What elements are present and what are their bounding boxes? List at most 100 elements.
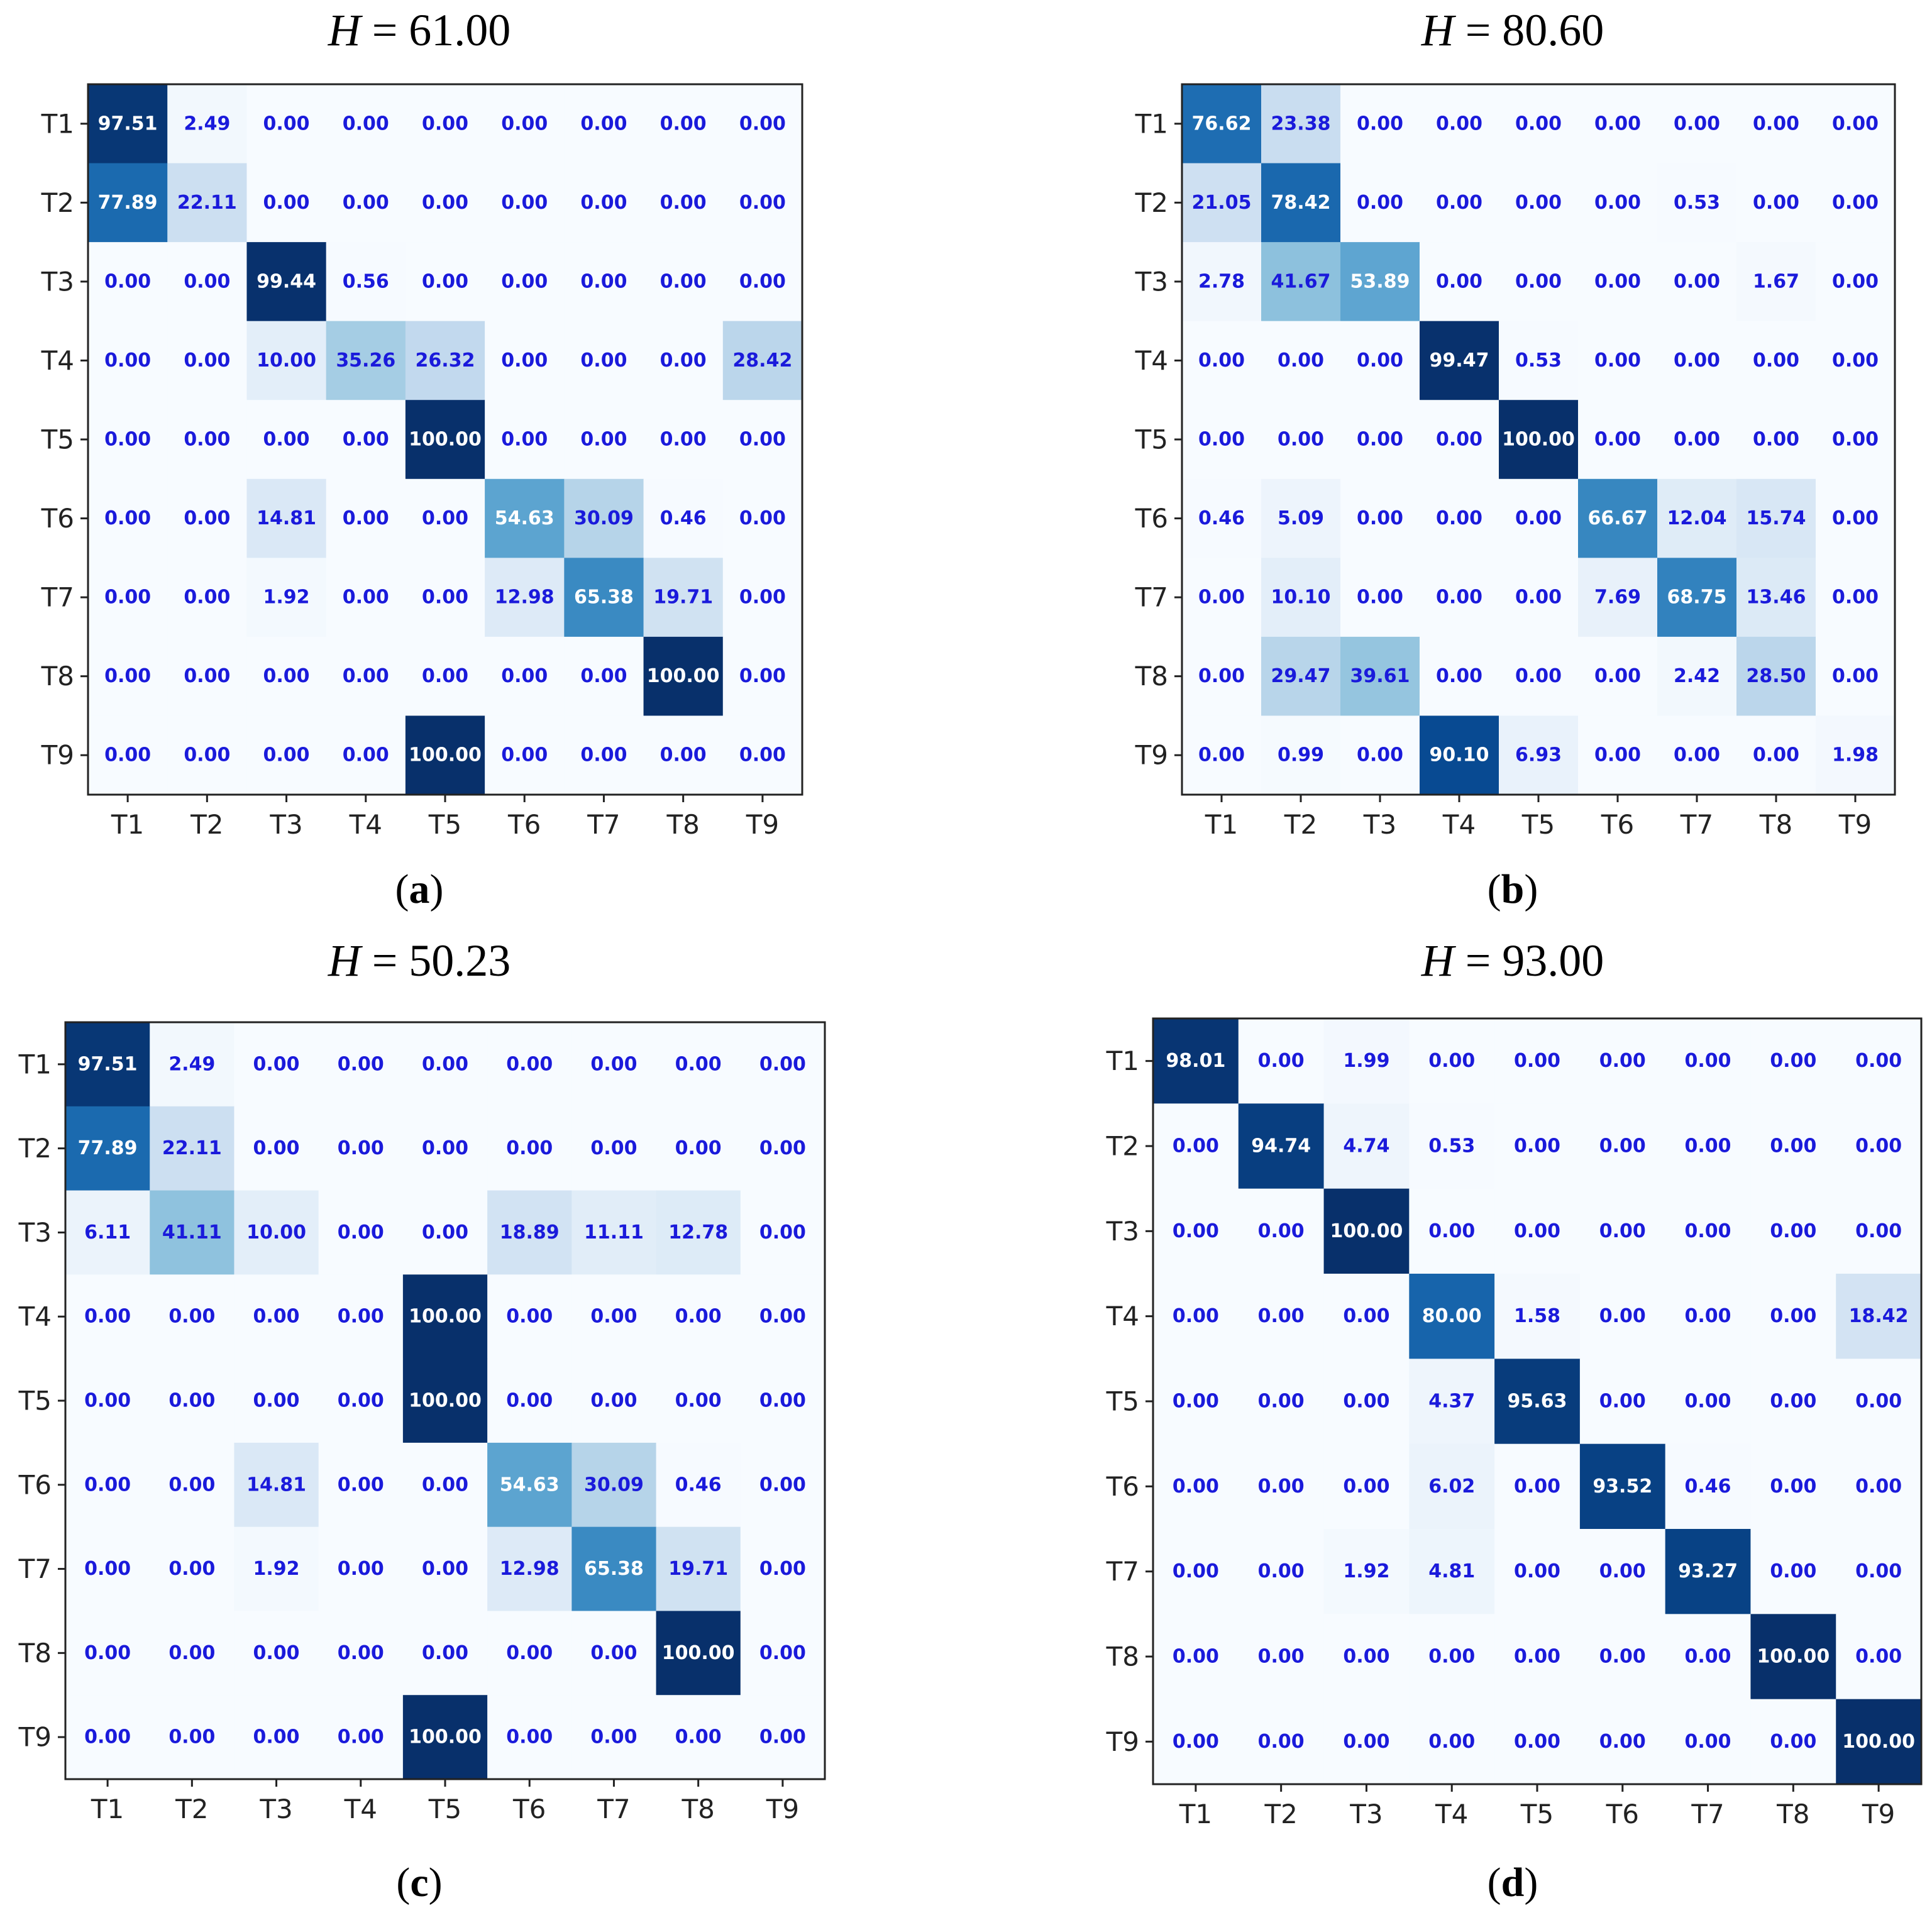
panel-b-title: H = 80.60 <box>1421 5 1604 55</box>
panel-d-cell-label: 100.00 <box>1330 1220 1403 1242</box>
panel-d-cell-label: 0.00 <box>1599 1560 1646 1582</box>
panel-a-cell <box>722 478 803 558</box>
panel-b-cell-label: 0.00 <box>1357 587 1403 609</box>
panel-c-cell <box>318 1526 404 1611</box>
panel-b-cell-label: 0.00 <box>1357 113 1403 135</box>
panel-b-cell-label: 0.00 <box>1357 429 1403 451</box>
panel-c-x-tick-label: T6 <box>512 1794 546 1824</box>
panel-c-cell <box>571 1359 657 1443</box>
panel-c-cell <box>402 1695 488 1780</box>
panel-b-cell-label: 0.00 <box>1198 429 1245 451</box>
panel-b-x-tick-label: T5 <box>1521 809 1555 840</box>
panel-c-cell <box>571 1526 657 1611</box>
panel-a-cell <box>167 400 247 480</box>
panel-a-cell <box>485 242 565 322</box>
panel-c-cell-label: 0.00 <box>338 1053 384 1075</box>
panel-d-cell <box>1750 1529 1836 1614</box>
panel-d-cell <box>1494 1699 1581 1785</box>
panel-a-cell <box>405 321 485 400</box>
panel-b-cell <box>1499 321 1579 400</box>
panel-d-cell <box>1494 1188 1581 1274</box>
panel-d-cell <box>1750 1188 1836 1274</box>
panel-a-cell-label: 0.00 <box>104 350 151 372</box>
panel-c-cell <box>487 1022 572 1107</box>
panel-a-cell-label: 0.00 <box>501 350 548 372</box>
panel-b-cell-label: 0.53 <box>1515 350 1562 372</box>
panel-d-x-tick-label: T5 <box>1520 1799 1554 1829</box>
panel-a-cell <box>326 636 406 716</box>
panel-d-y-tick-label: T5 <box>1106 1386 1139 1417</box>
panel-a-y-tick-label: T5 <box>41 424 74 455</box>
panel-d-cell <box>1323 1188 1410 1274</box>
panel-b-cell <box>1182 400 1262 480</box>
panel-a-cell-label: 26.32 <box>416 350 475 372</box>
panel-c-title-value: = 50.23 <box>372 935 511 986</box>
panel-d-cell-label: 1.99 <box>1343 1050 1389 1072</box>
panel-c-cell <box>740 1274 825 1359</box>
panel-a-cell <box>564 636 644 716</box>
panel-a-cell-label: 2.49 <box>184 113 230 135</box>
panel-d-caption: (d) <box>1488 1860 1538 1906</box>
panel-d-cell <box>1836 1188 1922 1274</box>
panel-b-cell <box>1182 715 1262 795</box>
panel-c-cell <box>150 1359 235 1443</box>
panel-b-cell-label: 28.50 <box>1747 665 1806 687</box>
panel-c-cell-label: 0.00 <box>338 1642 384 1664</box>
panel-d-cell-label: 0.00 <box>1514 1135 1560 1157</box>
panel-c-cell <box>656 1106 741 1191</box>
panel-b-cell <box>1816 242 1896 322</box>
panel-b-title-value: = 80.60 <box>1466 5 1604 55</box>
panel-a-cell-label: 54.63 <box>495 507 555 529</box>
panel-a-cell-label: 0.00 <box>580 665 627 687</box>
panel-d-cell-label: 0.00 <box>1770 1220 1816 1242</box>
panel-c-cell-label: 0.00 <box>675 1726 722 1748</box>
panel-b-x-tick-label: T7 <box>1680 809 1713 840</box>
panel-d-cell <box>1153 1529 1239 1614</box>
panel-a-cell-label: 0.00 <box>501 429 548 451</box>
panel-c-cell-label: 0.00 <box>675 1306 722 1328</box>
panel-b-cell-label: 0.00 <box>1832 587 1879 609</box>
panel-c-y-tick-label: T5 <box>18 1386 52 1416</box>
panel-b-cell <box>1340 478 1420 558</box>
panel-d-cell-label: 0.00 <box>1173 1135 1219 1157</box>
panel-b-cell-label: 0.00 <box>1674 270 1720 292</box>
panel-d-cell-label: 0.00 <box>1258 1050 1305 1072</box>
panel-b-cell-label: 0.00 <box>1753 192 1799 214</box>
panel-b-cell-label: 6.93 <box>1515 744 1562 766</box>
panel-c-cell-label: 0.00 <box>168 1390 215 1412</box>
panel-d-cell <box>1579 1274 1666 1359</box>
panel-c-cell <box>487 1274 572 1359</box>
panel-c-cell <box>234 1611 319 1696</box>
panel-b-y-tick-label: T2 <box>1135 187 1168 218</box>
panel-b-cell <box>1261 84 1341 164</box>
panel-a-cell <box>485 400 565 480</box>
panel-b-cell <box>1816 715 1896 795</box>
panel-d-cell-label: 0.00 <box>1514 1475 1560 1498</box>
panel-d-cell <box>1238 1614 1325 1700</box>
panel-d-y-tick-label: T6 <box>1106 1471 1139 1502</box>
panel-c-cell-label: 30.09 <box>584 1474 644 1496</box>
panel-b-cell-label: 76.62 <box>1192 113 1252 135</box>
panel-b-cell <box>1736 558 1816 637</box>
panel-a-cell <box>88 321 168 400</box>
panel-a-cell <box>564 715 644 795</box>
panel-b-cell <box>1340 321 1420 400</box>
panel-d-cell <box>1665 1614 1751 1700</box>
panel-c-cell <box>150 1526 235 1611</box>
panel-d-cell <box>1494 1443 1581 1530</box>
panel-d-y-tick-label: T2 <box>1106 1131 1139 1162</box>
panel-b-cell <box>1340 242 1420 322</box>
panel-c-cell-label: 0.00 <box>590 1726 637 1748</box>
panel-c-cell <box>65 1190 150 1275</box>
panel-d-cell-label: 4.37 <box>1428 1391 1475 1413</box>
panel-c-cell <box>656 1274 741 1359</box>
panel-d-cell <box>1494 1274 1581 1359</box>
panel-c-cell <box>740 1022 825 1107</box>
panel-d-cell-label: 0.00 <box>1343 1731 1389 1753</box>
panel-b-x-tick-label: T3 <box>1363 809 1396 840</box>
panel-a-cell <box>722 400 803 480</box>
panel-b-cell-label: 0.00 <box>1753 350 1799 372</box>
panel-c-cell-label: 0.00 <box>590 1053 637 1075</box>
panel-c-cell-label: 0.00 <box>506 1390 553 1412</box>
panel-d-cell-label: 0.46 <box>1685 1475 1731 1498</box>
